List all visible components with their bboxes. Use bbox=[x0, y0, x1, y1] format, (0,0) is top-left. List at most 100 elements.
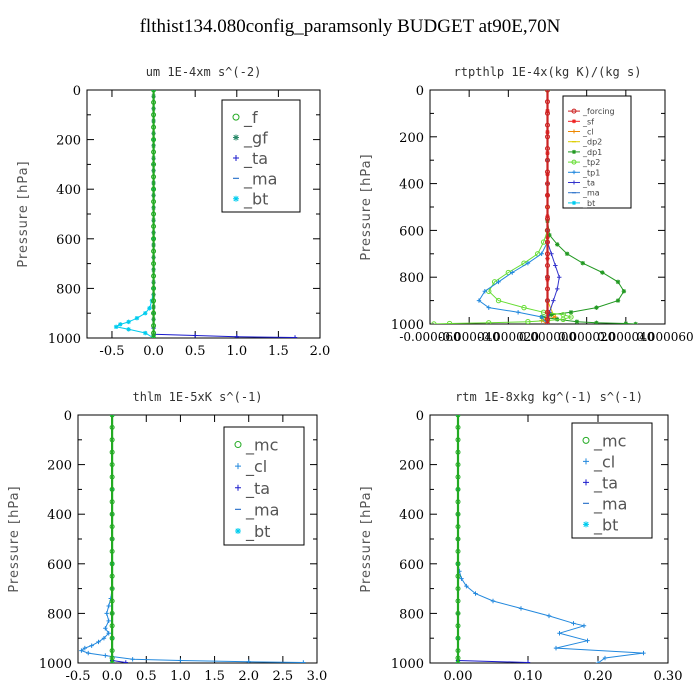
legend-label: _cl bbox=[245, 457, 267, 477]
legend-label: _f bbox=[243, 108, 258, 128]
y-tick-label: 0 bbox=[73, 84, 81, 99]
data-point bbox=[82, 645, 88, 651]
data-point bbox=[113, 324, 119, 330]
y-tick-label: 1000 bbox=[391, 657, 424, 672]
panel-title: um 1E-4xm s^(-2) bbox=[146, 65, 262, 79]
data-point bbox=[496, 279, 501, 285]
legend-label: _bt bbox=[245, 522, 270, 542]
panel-title: rtpthlp 1E-4x(kg K)/(kg s) bbox=[454, 65, 642, 79]
x-tick-label: 2.5 bbox=[273, 669, 294, 684]
legend-item-sf: _sf bbox=[568, 117, 594, 126]
x-tick-label: -0.000040 bbox=[439, 330, 500, 344]
data-point bbox=[151, 330, 157, 336]
data-point bbox=[455, 561, 461, 567]
legend-item-forcing: _forcing bbox=[568, 107, 615, 116]
data-point bbox=[545, 216, 550, 222]
data-point bbox=[582, 436, 590, 444]
data-point bbox=[151, 298, 157, 304]
legend-box bbox=[571, 422, 653, 539]
data-point bbox=[490, 598, 496, 604]
data-point bbox=[104, 611, 109, 616]
data-point bbox=[233, 134, 239, 141]
data-point bbox=[96, 639, 101, 645]
data-point bbox=[79, 648, 84, 653]
y-tick-label: 800 bbox=[399, 271, 424, 286]
data-point bbox=[455, 486, 461, 492]
data-point bbox=[151, 90, 157, 93]
data-point bbox=[574, 319, 580, 324]
data-point bbox=[118, 322, 123, 327]
data-point bbox=[525, 660, 531, 663]
data-point bbox=[151, 285, 157, 291]
data-point bbox=[486, 320, 492, 324]
data-point bbox=[545, 227, 550, 233]
data-point bbox=[580, 260, 585, 266]
y-tick-label: 0 bbox=[64, 409, 72, 424]
y-tick-label: 1000 bbox=[48, 332, 81, 347]
legend-item-bt: _bt bbox=[235, 522, 270, 542]
y-tick-label: 600 bbox=[47, 558, 72, 573]
y-axis-label: Pressure [hPa] bbox=[359, 153, 374, 260]
data-point bbox=[549, 312, 554, 317]
legend-item-ta: _ta bbox=[233, 149, 268, 169]
y-tick-label: 0 bbox=[416, 409, 424, 424]
data-point bbox=[545, 263, 550, 268]
y-axis-label: Pressure [hPa] bbox=[7, 485, 22, 592]
data-point bbox=[455, 598, 461, 604]
data-point bbox=[455, 586, 461, 592]
data-point bbox=[545, 192, 550, 198]
data-point bbox=[572, 149, 576, 154]
data-point bbox=[151, 335, 157, 338]
data-point bbox=[109, 415, 115, 418]
data-point bbox=[109, 586, 115, 592]
data-point bbox=[557, 275, 562, 280]
x-tick-label: 0.30 bbox=[654, 669, 683, 684]
data-point bbox=[235, 527, 241, 534]
y-tick-label: 400 bbox=[399, 178, 424, 193]
data-point bbox=[464, 583, 469, 589]
data-point bbox=[103, 653, 108, 658]
data-point bbox=[545, 309, 550, 315]
data-point bbox=[545, 274, 550, 280]
legend-item-ta: _ta bbox=[568, 179, 595, 188]
data-point bbox=[109, 511, 115, 517]
data-point bbox=[151, 174, 157, 180]
data-point bbox=[235, 484, 241, 491]
data-point bbox=[151, 99, 157, 105]
data-point bbox=[151, 149, 157, 155]
data-point bbox=[482, 289, 488, 294]
legend-item-cl: _cl bbox=[235, 457, 267, 477]
data-point bbox=[555, 242, 560, 247]
x-tick-label: 0.000060 bbox=[636, 330, 693, 344]
y-tick-label: 400 bbox=[56, 183, 81, 198]
data-point bbox=[473, 591, 478, 596]
data-point bbox=[151, 199, 157, 205]
x-tick-label: 0.5 bbox=[136, 669, 157, 684]
data-point bbox=[571, 621, 576, 626]
data-point bbox=[109, 536, 115, 542]
data-point bbox=[151, 161, 157, 167]
data-point bbox=[109, 598, 115, 604]
series-bt bbox=[113, 90, 156, 338]
data-point bbox=[301, 660, 306, 663]
x-tick-label: -0.5 bbox=[99, 344, 124, 359]
data-point bbox=[515, 310, 521, 315]
figure-title: flthist134.080config_paramsonly BUDGET a… bbox=[139, 16, 561, 37]
series-line-bt bbox=[114, 90, 155, 338]
y-tick-label: 200 bbox=[399, 131, 424, 146]
data-point bbox=[572, 180, 576, 185]
y-tick-label: 1000 bbox=[39, 657, 72, 672]
data-point bbox=[545, 110, 550, 116]
x-tick-label: 0.0 bbox=[143, 344, 164, 359]
data-point bbox=[455, 548, 461, 554]
x-tick-label: -0.000060 bbox=[399, 330, 460, 344]
legend-label: _mc bbox=[593, 431, 626, 451]
data-point bbox=[151, 310, 157, 316]
series-tp1 bbox=[476, 90, 550, 324]
x-tick-label: 3.0 bbox=[307, 669, 328, 684]
data-point bbox=[545, 134, 550, 140]
legend-item-ta: _ta bbox=[235, 479, 270, 499]
data-point bbox=[109, 573, 115, 579]
data-point bbox=[476, 298, 482, 303]
chart-panel-thlm: thlm 1E-5xK s^(-1) Pressure [hPa] 0 200 400 6… bbox=[7, 390, 328, 684]
